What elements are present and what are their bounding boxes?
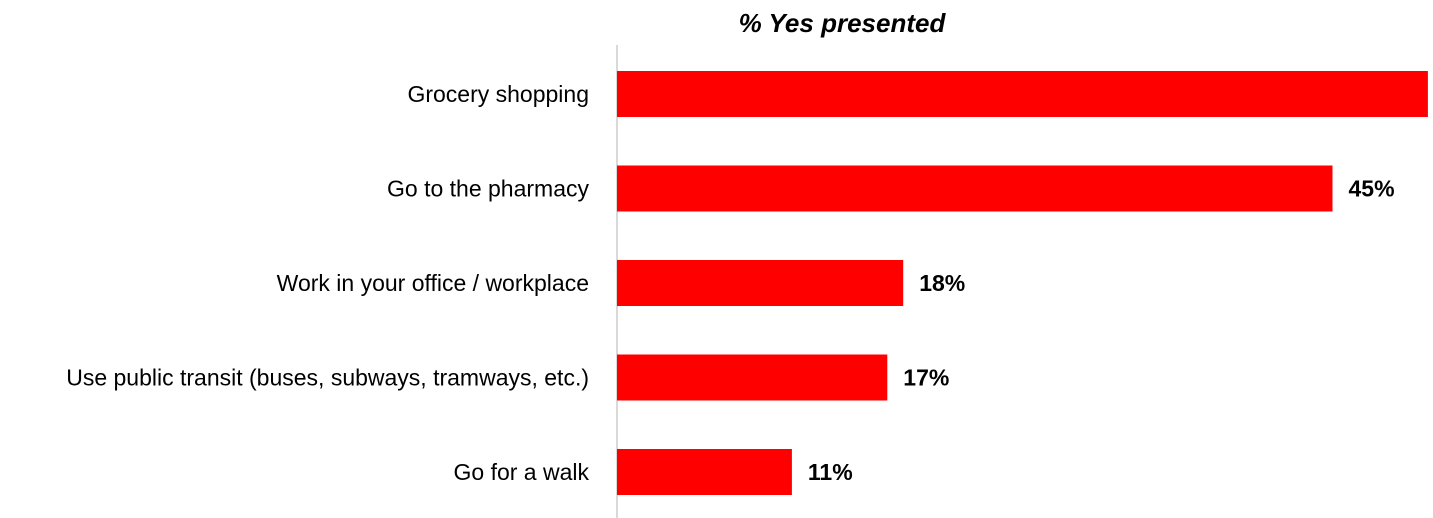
category-label: Go to the pharmacy [387,176,589,202]
category-labels-group: Grocery shopping Go to the pharmacy Work i… [66,81,589,485]
bar [617,449,792,495]
bar [617,354,888,401]
value-label: 18% [919,270,965,296]
category-label: Use public transit (buses, subways, tram… [66,365,589,391]
value-label: 11% [808,459,853,485]
bar [617,260,904,306]
chart-title: % Yes presented [739,8,947,38]
category-label: Work in your office / workplace [277,270,589,296]
category-label: Go for a walk [454,459,590,485]
category-label: Grocery shopping [407,81,589,107]
bar [617,165,1333,212]
bars-group [617,71,1428,495]
bar [617,71,1428,117]
value-label: 17% [903,365,949,391]
value-labels-group: 51%45%18%17%11% [808,176,1395,486]
value-label: 45% [1349,176,1395,202]
